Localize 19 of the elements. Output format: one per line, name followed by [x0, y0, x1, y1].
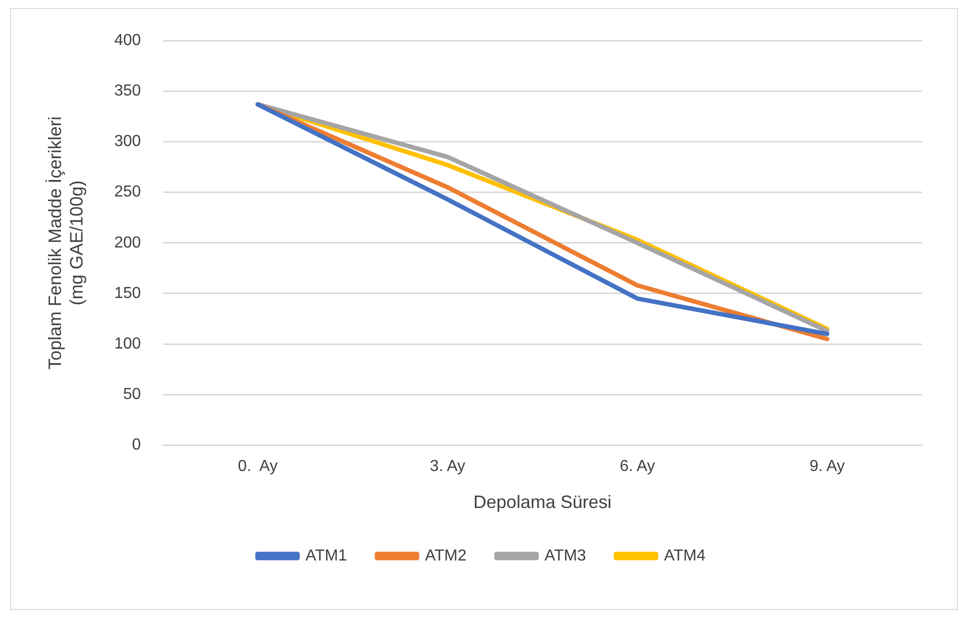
y-tick-label: 300	[114, 133, 141, 150]
x-axis-title: Depolama Süresi	[473, 492, 612, 512]
y-tick-label: 400	[114, 32, 141, 50]
x-tick-label: 6. Ay	[620, 458, 655, 476]
y-tick-label: 50	[123, 386, 141, 404]
legend-label: ATM2	[425, 547, 467, 564]
y-tick-label: 150	[114, 284, 141, 302]
x-tick-label: 0. Ay	[238, 458, 278, 476]
y-axis-title: Toplam Fenolik Madde İçerikleri (mg GAE/100g)	[44, 116, 86, 370]
y-tick-label: 0	[132, 436, 141, 454]
y-tick-label: 200	[114, 234, 141, 252]
y-tick-label: 350	[114, 82, 141, 100]
y-tick-label: 100	[114, 335, 141, 352]
x-tick-label: 3. Ay	[430, 458, 466, 476]
x-tick-label: 9. Ay	[809, 458, 845, 476]
legend-label: ATM3	[544, 547, 586, 564]
legend-label: ATM1	[306, 547, 348, 564]
legend-label: ATM4	[664, 547, 706, 564]
y-tick-label: 250	[114, 184, 141, 201]
